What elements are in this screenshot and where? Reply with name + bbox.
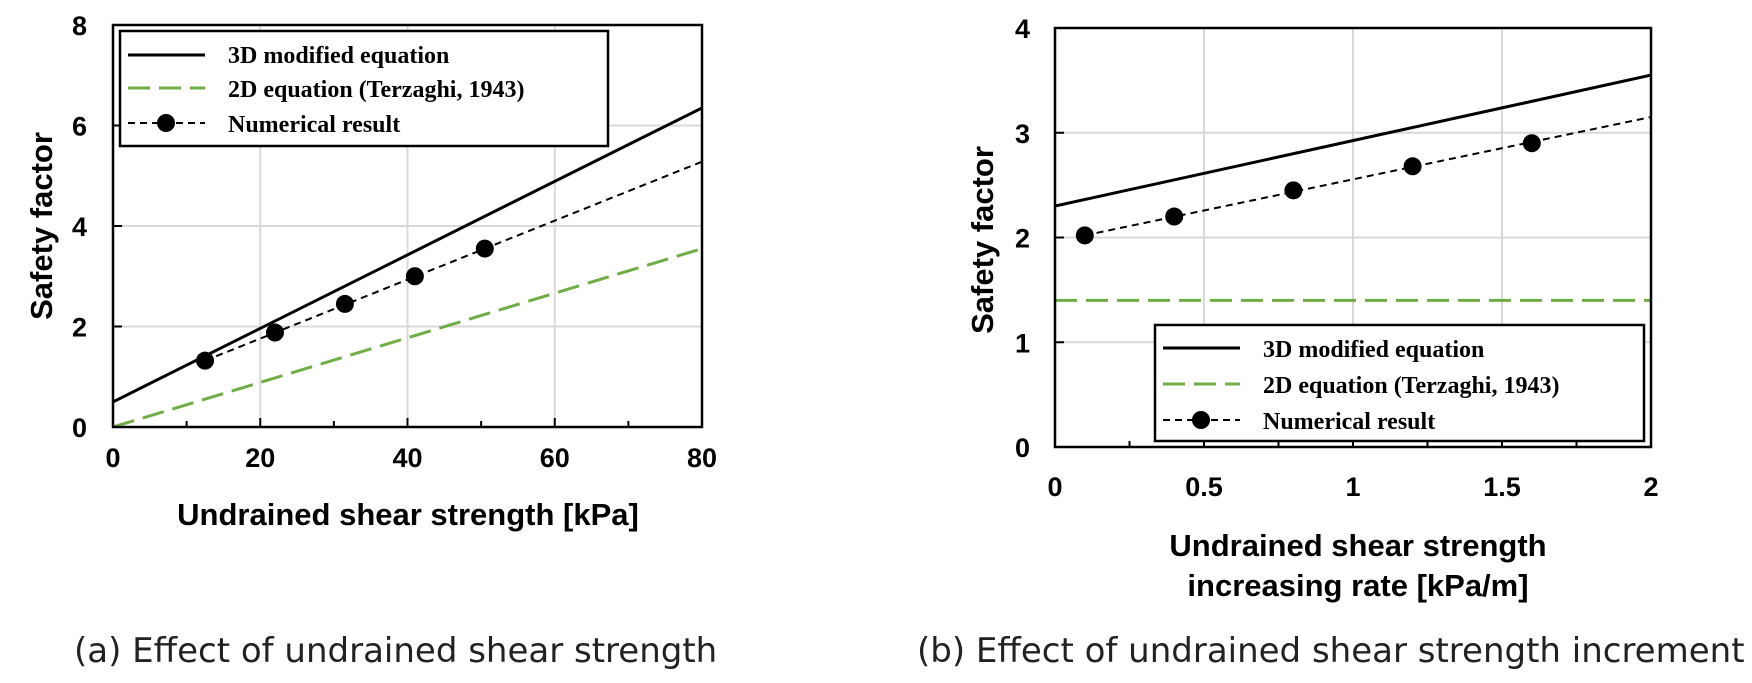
panel-a-x-tick-label-3: 60 xyxy=(540,443,570,473)
panel-a-legend-2d-label: 2D equation (Terzaghi, 1943) xyxy=(228,77,524,103)
panel-b-numerical-point-0 xyxy=(1075,226,1094,245)
panel-b-numerical-point-3 xyxy=(1403,157,1422,176)
panel-a-x-tick-labels: 0 20 40 60 80 xyxy=(105,443,717,473)
panel-a-tick-marks xyxy=(112,24,703,428)
panel-a: 0 20 40 60 80 0 2 4 6 8 Undrained shear strength… xyxy=(24,11,717,671)
panel-a-x-tick-label-2: 40 xyxy=(392,443,422,473)
panel-a-y-tick-label-2: 4 xyxy=(72,212,87,242)
panel-b-series xyxy=(1055,73,1651,302)
panel-a-y-tick-label-3: 6 xyxy=(72,112,87,142)
panel-a-legend-numerical-label: Numerical result xyxy=(228,112,400,138)
panel-b-x-axis-label-line-2: increasing rate [kPa/m] xyxy=(1187,568,1528,603)
panel-a-legend-3d-label: 3D modified equation xyxy=(228,43,449,69)
panel-a-legend: 3D modified equation 2D equation (Terzag… xyxy=(118,29,610,148)
panel-b-numerical-point-1 xyxy=(1165,207,1184,226)
panel-a-numerical-trend-line xyxy=(204,160,702,362)
panel-a-y-tick-label-0: 0 xyxy=(72,413,87,443)
panel-a-y-tick-labels: 0 2 4 6 8 xyxy=(72,11,87,443)
panel-a-numerical-point-2 xyxy=(335,294,354,313)
panel-b-y-axis-label: Safety factor xyxy=(965,146,1000,334)
panel-a-y-tick-label-1: 2 xyxy=(72,313,87,343)
panel-b-legend-3d-label: 3D modified equation xyxy=(1263,337,1484,363)
panel-a-numerical-point-1 xyxy=(265,323,284,342)
panel-b-y-tick-label-4: 4 xyxy=(1015,14,1030,44)
panel-b-legend-numerical-marker xyxy=(1192,411,1210,429)
panel-a-y-tick-label-4: 8 xyxy=(72,11,87,41)
panel-a-x-tick-label-4: 80 xyxy=(687,443,717,473)
panel-b-caption: (b) Effect of undrained shear strength i… xyxy=(917,631,1745,671)
panel-a-3d-equation-line xyxy=(113,106,702,404)
panel-a-y-axis-label: Safety factor xyxy=(24,132,59,320)
panel-b-x-axis-label-line-1: Undrained shear strength xyxy=(1169,528,1546,563)
panel-b-x-tick-label-4: 2 xyxy=(1643,472,1658,502)
panel-b-3d-equation-line xyxy=(1055,73,1651,208)
panel-b-legend-2d-label: 2D equation (Terzaghi, 1943) xyxy=(1263,373,1559,399)
panel-b-x-tick-labels: 0 0.5 1 1.5 2 xyxy=(1047,472,1658,502)
panel-a-numerical-point-3 xyxy=(405,267,424,286)
panel-b-y-tick-labels: 0 1 2 3 4 xyxy=(1015,14,1030,463)
panel-a-2d-equation-line xyxy=(113,247,702,427)
panel-b-y-tick-label-3: 3 xyxy=(1015,119,1030,149)
panel-b-numerical-point-2 xyxy=(1284,181,1303,200)
panel-b: 0 0.5 1 1.5 2 0 1 2 3 4 Undrained shear strength… xyxy=(917,14,1745,671)
panel-b-x-tick-label-2: 1 xyxy=(1345,472,1360,502)
panel-a-x-tick-label-1: 20 xyxy=(245,443,275,473)
panel-b-x-tick-label-0: 0 xyxy=(1047,472,1062,502)
panel-b-x-tick-label-3: 1.5 xyxy=(1483,472,1521,502)
panel-a-series xyxy=(113,106,702,427)
panel-b-y-tick-label-0: 0 xyxy=(1015,433,1030,463)
panel-b-y-tick-label-1: 1 xyxy=(1015,328,1030,358)
panel-b-y-tick-label-2: 2 xyxy=(1015,224,1030,254)
panel-a-caption: (a) Effect of undrained shear strength xyxy=(74,631,717,671)
panel-a-numerical-point-4 xyxy=(475,239,494,258)
panel-a-numerical-point-0 xyxy=(196,351,215,370)
panel-b-numerical-point-4 xyxy=(1522,134,1541,153)
panel-a-legend-numerical-marker xyxy=(157,114,175,132)
panel-b-legend: 3D modified equation 2D equation (Terzag… xyxy=(1153,323,1646,443)
panel-a-x-tick-label-0: 0 xyxy=(105,443,120,473)
panel-b-legend-numerical-label: Numerical result xyxy=(1263,409,1435,435)
panel-a-x-axis-label: Undrained shear strength [kPa] xyxy=(177,497,639,532)
panel-b-x-tick-label-1: 0.5 xyxy=(1185,472,1223,502)
